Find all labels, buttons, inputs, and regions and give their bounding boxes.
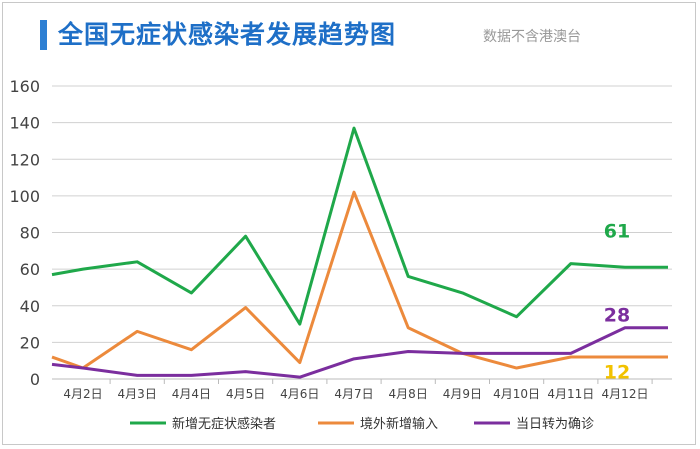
chart-frame	[2, 2, 696, 445]
y-tick-label-8: 160	[9, 77, 40, 96]
x-tick-label-5: 4月7日	[334, 387, 373, 401]
grid-lines	[52, 85, 672, 380]
y-tick-label-4: 80	[20, 224, 40, 243]
series-line-2	[51, 326, 668, 379]
end-labels: 61 12 28	[604, 220, 630, 383]
series-line-1	[51, 190, 668, 370]
y-tick-label-6: 120	[9, 150, 40, 169]
y-tick-label-1: 20	[20, 333, 40, 352]
x-tick-label-6: 4月8日	[389, 387, 428, 401]
chart-title: 全国无症状感染者发展趋势图	[58, 20, 397, 49]
end-label-2: 28	[604, 305, 630, 327]
series-line-0	[51, 126, 668, 326]
end-label-0: 61	[604, 220, 630, 242]
x-axis-ticks: 4月2日 4月3日 4月4日 4月5日 4月6日 4月7日 4月8日 4月9日 4月10日 4月1…	[63, 379, 653, 401]
legend-label-1: 境外新增输入	[360, 416, 438, 432]
y-tick-label-0: 0	[30, 370, 40, 389]
legend-label-0: 新增无症状感染者	[172, 416, 276, 432]
x-tick-label-1: 4月3日	[118, 387, 157, 401]
chart-note: 数据不含港澳台	[483, 29, 581, 45]
y-tick-label-7: 140	[9, 114, 40, 133]
series-lines	[51, 126, 668, 379]
x-tick-label-2: 4月4日	[172, 387, 211, 401]
end-label-1: 12	[604, 362, 630, 384]
x-tick-label-8: 4月10日	[493, 387, 540, 401]
x-tick-label-4: 4月6日	[280, 387, 319, 401]
x-tick-label-7: 4月9日	[443, 387, 482, 401]
legend: 新增无症状感染者 境外新增输入 当日转为确诊	[130, 416, 594, 432]
title-accent-bar	[40, 20, 47, 50]
y-axis-ticks: 0 20 40 60 80 100 120 140 160	[9, 77, 40, 389]
x-tick-label-3: 4月5日	[226, 387, 265, 401]
y-tick-label-5: 100	[9, 187, 40, 206]
y-tick-label-2: 40	[20, 297, 40, 316]
x-tick-label-0: 4月2日	[63, 387, 102, 401]
y-tick-label-3: 60	[20, 260, 40, 279]
x-tick-label-10: 4月12日	[602, 387, 649, 401]
x-tick-label-9: 4月11日	[547, 387, 594, 401]
legend-label-2: 当日转为确诊	[516, 417, 594, 432]
